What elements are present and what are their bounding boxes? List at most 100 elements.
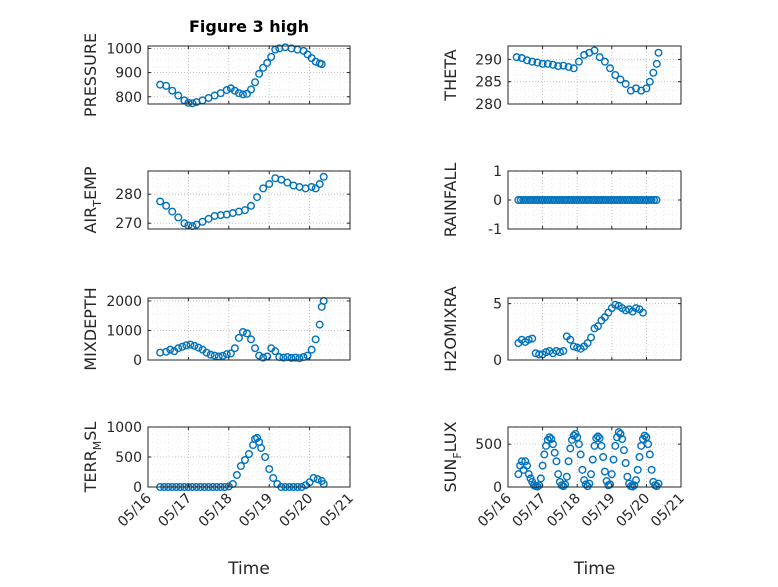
- mixdepth-marker: [166, 345, 175, 354]
- air-temp-marker: [162, 201, 171, 210]
- mixdepth-marker: [255, 351, 264, 360]
- terr-msl-marker: [313, 475, 322, 484]
- sun-flux-marker: [561, 480, 570, 489]
- mixdepth-marker: [182, 341, 191, 350]
- h2omixra-marker: [611, 300, 620, 309]
- theta-axes-box: [507, 45, 682, 105]
- terr-msl-ylabel: TERRMSL: [81, 422, 104, 494]
- h2omixra-ylabel: H2OMIXRA: [441, 286, 460, 372]
- air-temp-marker: [315, 180, 324, 189]
- mixdepth-marker: [194, 343, 203, 352]
- pressure-marker: [234, 89, 243, 98]
- theta-ytick-label: 285: [475, 75, 502, 91]
- air-temp-marker: [168, 207, 177, 216]
- theta-marker: [649, 68, 658, 77]
- rainfall-ytick-label: 0: [493, 193, 502, 209]
- air-temp-marker: [192, 220, 201, 229]
- mixdepth-marker: [287, 353, 296, 362]
- sun-flux-marker: [564, 457, 573, 466]
- sun-flux-xtick-label: 05/18: [544, 491, 584, 531]
- theta-marker: [654, 48, 663, 57]
- h2omixra-panel: 0 5 H2OMIXRA: [441, 286, 682, 372]
- terr-msl-marker: [232, 471, 241, 480]
- sun-flux-marker: [566, 444, 575, 453]
- sun-flux-marker: [599, 453, 608, 462]
- theta-marker: [574, 57, 583, 66]
- air-temp-marker: [259, 184, 268, 193]
- sun-flux-ytick-label: 0: [493, 480, 502, 496]
- sun-flux-marker: [592, 434, 601, 443]
- sun-flux-marker: [644, 440, 653, 449]
- air-temp-marker: [174, 213, 183, 222]
- rainfall-ylabel: RAINFALL: [441, 163, 460, 238]
- air-temp-panel: 270 280 AIRTEMP: [81, 166, 351, 234]
- terr-msl-marker: [257, 444, 266, 453]
- pressure-marker: [317, 60, 326, 69]
- h2omixra-ytick-label: 5: [493, 297, 502, 313]
- terr-msl-xtick-label: 05/20: [277, 491, 317, 531]
- theta-marker: [533, 58, 542, 67]
- mixdepth-marker: [315, 320, 324, 329]
- mixdepth-marker: [226, 349, 235, 358]
- h2omixra-marker: [555, 348, 564, 357]
- pressure-marker: [242, 89, 251, 98]
- rainfall-panel: -1 0 1 RAINFALL: [441, 163, 682, 238]
- terr-msl-marker: [253, 433, 262, 442]
- mixdepth-marker: [190, 341, 199, 350]
- sun-flux-marker: [607, 470, 616, 479]
- pressure-marker: [251, 78, 260, 87]
- sun-flux-marker: [630, 481, 639, 490]
- pressure-marker: [255, 69, 264, 78]
- sun-flux-marker: [514, 470, 523, 479]
- rainfall-marker: [652, 195, 661, 204]
- theta-marker: [512, 53, 521, 62]
- mixdepth-ylabel: MIXDEPTH: [81, 287, 100, 370]
- sun-flux-ylabel: SUNFLUX: [441, 421, 464, 492]
- mixdepth-marker: [291, 353, 300, 362]
- mixdepth-axes-box: [147, 297, 351, 361]
- air-temp-marker: [311, 184, 320, 193]
- sun-flux-marker: [550, 448, 559, 457]
- pressure-marker: [263, 58, 272, 67]
- theta-marker: [606, 64, 615, 73]
- mixdepth-marker: [222, 350, 231, 359]
- terr-msl-ytick-label: 500: [115, 450, 142, 466]
- terr-msl-marker: [236, 462, 245, 471]
- theta-marker: [559, 61, 568, 70]
- terr-msl-marker: [265, 465, 274, 474]
- h2omixra-marker: [524, 335, 533, 344]
- terr-msl-marker: [309, 474, 318, 483]
- pressure-marker: [216, 89, 225, 98]
- sun-flux-xtick-label: 05/21: [648, 491, 688, 531]
- sun-flux-axes-box: [507, 426, 682, 488]
- pressure-marker: [188, 99, 197, 108]
- mixdepth-marker: [186, 340, 195, 349]
- theta-marker: [642, 84, 651, 93]
- air-temp-ytick-label: 270: [115, 216, 142, 232]
- mixdepth-marker: [303, 351, 312, 360]
- sun-flux-marker: [611, 441, 620, 450]
- pressure-marker: [230, 86, 239, 95]
- mixdepth-marker: [259, 353, 268, 362]
- terr-msl-xtick-label: 05/16: [115, 490, 155, 530]
- theta-marker: [564, 62, 573, 71]
- sun-flux-marker: [540, 450, 549, 459]
- h2omixra-ytick-label: 0: [493, 353, 502, 369]
- theta-marker: [523, 56, 532, 65]
- terr-msl-marker: [244, 450, 253, 459]
- sun-flux-xtick-label: 05/20: [613, 491, 653, 531]
- sun-flux-marker: [632, 476, 641, 485]
- sun-flux-marker: [619, 446, 628, 455]
- pressure-marker: [174, 91, 183, 100]
- theta-marker: [569, 64, 578, 73]
- theta-panel: 280 285 290 THETA: [441, 45, 682, 113]
- pressure-ytick-label: 900: [115, 66, 142, 82]
- sun-flux-marker: [621, 459, 630, 468]
- theta-marker: [538, 59, 547, 68]
- terr-msl-marker: [240, 456, 249, 465]
- sun-flux-marker: [633, 465, 642, 474]
- sun-flux-marker: [597, 441, 606, 450]
- air-temp-marker: [319, 172, 328, 181]
- sun-flux-marker: [574, 440, 583, 449]
